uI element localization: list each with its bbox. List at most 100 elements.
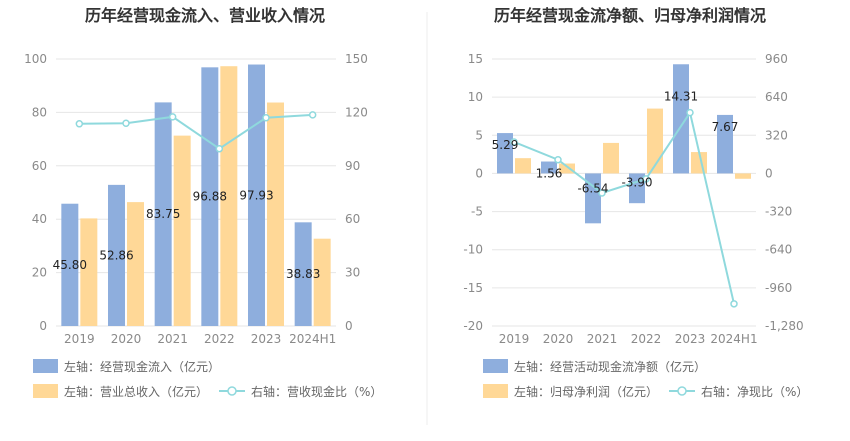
x-axis-tick-label: 2023	[675, 332, 706, 346]
left-axis-tick-label: -10	[463, 243, 483, 257]
right-axis-tick-label: 150	[345, 52, 368, 66]
legend-label-net-profit: 左轴：归母净利润（亿元）	[514, 384, 658, 399]
bar-secondary[interactable]	[314, 239, 331, 326]
ratio-line-point[interactable]	[76, 121, 82, 127]
left-axis-tick-label: 40	[32, 212, 47, 226]
left-axis-tick-label: -20	[463, 319, 483, 333]
bar-data-label: 5.29	[492, 138, 519, 152]
ratio-line-point[interactable]	[310, 112, 316, 118]
ratio-line-point[interactable]	[170, 114, 176, 120]
bar-data-label: 14.31	[664, 89, 698, 103]
chart-right: 历年经营现金流净额、归母净利润情况 -20 -15 -10 -5 0 5 10 15 -1,2…	[463, 6, 808, 399]
bar-secondary[interactable]	[735, 173, 751, 178]
chart-right-left-axis-ticks: -20 -15 -10 -5 0 5 10 15	[463, 52, 483, 333]
ratio-line-point[interactable]	[687, 110, 693, 116]
bar-data-label: 83.75	[146, 207, 180, 221]
right-axis-tick-label: 960	[765, 52, 788, 66]
x-axis-tick-label: 2020	[543, 332, 574, 346]
chart-right-title: 历年经营现金流净额、归母净利润情况	[494, 6, 766, 25]
right-axis-tick-label: 60	[345, 212, 360, 226]
legend-label-revenue: 左轴：营业总收入（亿元）	[64, 384, 208, 399]
right-axis-tick-label: -640	[765, 243, 792, 257]
bar-secondary[interactable]	[174, 136, 191, 326]
right-axis-tick-label: 0	[765, 166, 773, 180]
left-axis-tick-label: 20	[32, 266, 47, 280]
x-axis-tick-label: 2021	[157, 332, 188, 346]
bar-data-label: 1.56	[536, 167, 563, 181]
bar-secondary[interactable]	[603, 143, 619, 174]
chart-right-right-axis-ticks: -1,280 -960 -640 -320 0 320 640 960	[765, 52, 804, 333]
bar-secondary[interactable]	[267, 103, 284, 326]
chart-right-data-labels: 5.29 1.56 -6.54 -3.90 14.31 7.67	[492, 89, 739, 195]
right-axis-tick-label: -1,280	[765, 319, 804, 333]
right-axis-tick-label: 30	[345, 266, 360, 280]
x-axis-tick-label: 2023	[251, 332, 282, 346]
bar-data-label: -6.54	[577, 181, 608, 195]
legend-swatch-cash-ratio-marker	[678, 387, 686, 395]
left-axis-tick-label: 100	[24, 52, 47, 66]
legend-swatch-net-profit	[483, 384, 508, 398]
chart-left-x-axis-ticks: 2019 2020 2021 2022 2023 2024H1	[64, 332, 336, 346]
bar-secondary[interactable]	[127, 202, 144, 326]
legend-item[interactable]: 右轴：净现比（%）	[669, 384, 808, 399]
ratio-line-point[interactable]	[555, 157, 561, 163]
legend-swatch-revenue	[33, 384, 58, 398]
legend-item[interactable]: 左轴：营业总收入（亿元）	[33, 384, 208, 399]
legend-item[interactable]: 左轴：经营现金流入（亿元）	[33, 359, 220, 374]
legend-swatch-ratio-marker	[228, 387, 236, 395]
left-axis-tick-label: 5	[475, 128, 483, 142]
left-axis-tick-label: 10	[468, 90, 483, 104]
ratio-line-path	[514, 113, 734, 304]
chart-left-legend: 左轴：经营现金流入（亿元） 左轴：营业总收入（亿元） 右轴：营收现金比（%）	[33, 359, 382, 399]
left-axis-tick-label: 0	[39, 319, 47, 333]
legend-item[interactable]: 左轴：经营活动现金流净额（亿元）	[483, 359, 706, 374]
left-axis-tick-label: -15	[463, 281, 483, 295]
right-axis-tick-label: 90	[345, 159, 360, 173]
bar-data-label: 7.67	[712, 120, 739, 134]
x-axis-tick-label: 2019	[64, 332, 95, 346]
right-axis-tick-label: 0	[345, 319, 353, 333]
left-axis-tick-label: 80	[32, 105, 47, 119]
bar-secondary[interactable]	[515, 158, 531, 173]
legend-swatch-net-cashflow	[483, 359, 508, 373]
right-axis-tick-label: 640	[765, 90, 788, 104]
ratio-line-point[interactable]	[123, 120, 129, 126]
x-axis-tick-label: 2020	[111, 332, 142, 346]
chart-left-left-axis-ticks: 0 20 40 60 80 100	[24, 52, 47, 333]
left-axis-tick-label: 15	[468, 52, 483, 66]
chart-right-ratio-line	[511, 110, 737, 307]
bar-data-label: 38.83	[286, 267, 320, 281]
legend-label-cash-ratio: 右轴：净现比（%）	[701, 384, 808, 399]
ratio-line-point[interactable]	[216, 146, 222, 152]
left-axis-tick-label: -5	[471, 205, 483, 219]
legend-label-net-cashflow: 左轴：经营活动现金流净额（亿元）	[514, 359, 706, 374]
legend-swatch-inflow	[33, 359, 58, 373]
chart-right-bars	[497, 64, 751, 223]
right-axis-tick-label: 120	[345, 105, 368, 119]
legend-label-inflow: 左轴：经营现金流入（亿元）	[64, 359, 220, 374]
x-axis-tick-label: 2022	[204, 332, 235, 346]
chart-right-legend: 左轴：经营活动现金流净额（亿元） 左轴：归母净利润（亿元） 右轴：净现比（%）	[483, 359, 808, 399]
x-axis-tick-label: 2022	[631, 332, 662, 346]
bar-data-label: 97.93	[239, 188, 273, 202]
bar-secondary[interactable]	[80, 218, 97, 326]
legend-item[interactable]: 右轴：营收现金比（%）	[219, 384, 382, 399]
x-axis-tick-label: 2019	[499, 332, 530, 346]
legend-label-ratio: 右轴：营收现金比（%）	[251, 384, 382, 399]
chart-left-title: 历年经营现金流入、营业收入情况	[85, 6, 325, 25]
bar-data-label: 52.86	[99, 248, 133, 262]
ratio-line-point[interactable]	[731, 301, 737, 307]
legend-item[interactable]: 左轴：归母净利润（亿元）	[483, 384, 658, 399]
bar-data-label: 45.80	[53, 258, 87, 272]
left-axis-tick-label: 60	[32, 159, 47, 173]
left-axis-tick-label: 0	[475, 166, 483, 180]
bar-data-label: -3.90	[621, 175, 652, 189]
ratio-line-point[interactable]	[263, 115, 269, 121]
right-axis-tick-label: -320	[765, 205, 792, 219]
bar-data-label: 96.88	[193, 190, 227, 204]
right-axis-tick-label: 320	[765, 128, 788, 142]
right-axis-tick-label: -960	[765, 281, 792, 295]
x-axis-tick-label: 2021	[587, 332, 618, 346]
